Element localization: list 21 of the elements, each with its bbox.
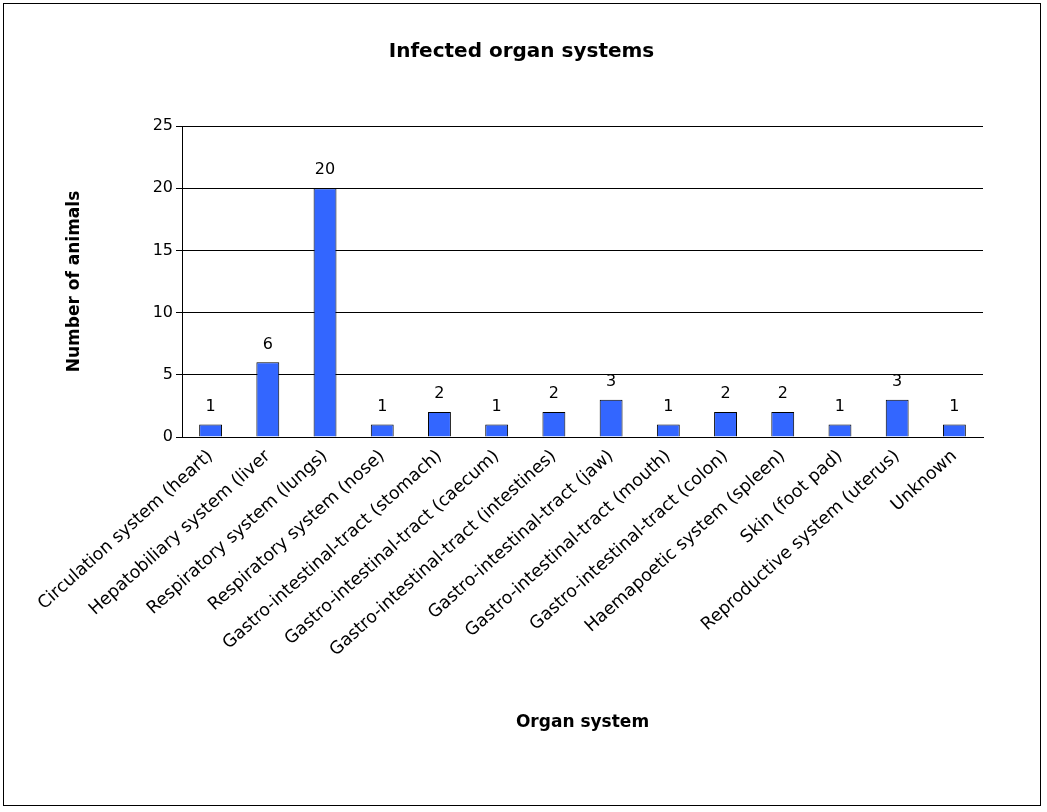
data-label: 2 [777,383,788,403]
chart-title: Infected organ systems [388,38,655,63]
x-axis-title: Organ system [515,711,650,732]
data-label: 1 [949,395,960,415]
data-label: 1 [663,395,674,415]
data-label: 2 [720,383,731,403]
data-label: 2 [434,383,445,403]
data-label: 1 [377,395,388,415]
data-label: 6 [262,333,273,353]
data-label: 1 [491,395,502,415]
data-label: 2 [548,383,559,403]
data-label: 1 [205,395,216,415]
y-tick-label: 5 [162,363,173,383]
data-label: 20 [314,159,336,179]
data-label: 1 [834,395,846,415]
y-tick-label: 10 [152,301,173,321]
y-tick-label: 0 [162,426,173,446]
y-tick-label: 25 [152,115,173,135]
y-tick-label: 20 [152,177,173,197]
y-tick-label: 15 [152,239,173,259]
y-axis-title: Number of animals [62,190,83,373]
